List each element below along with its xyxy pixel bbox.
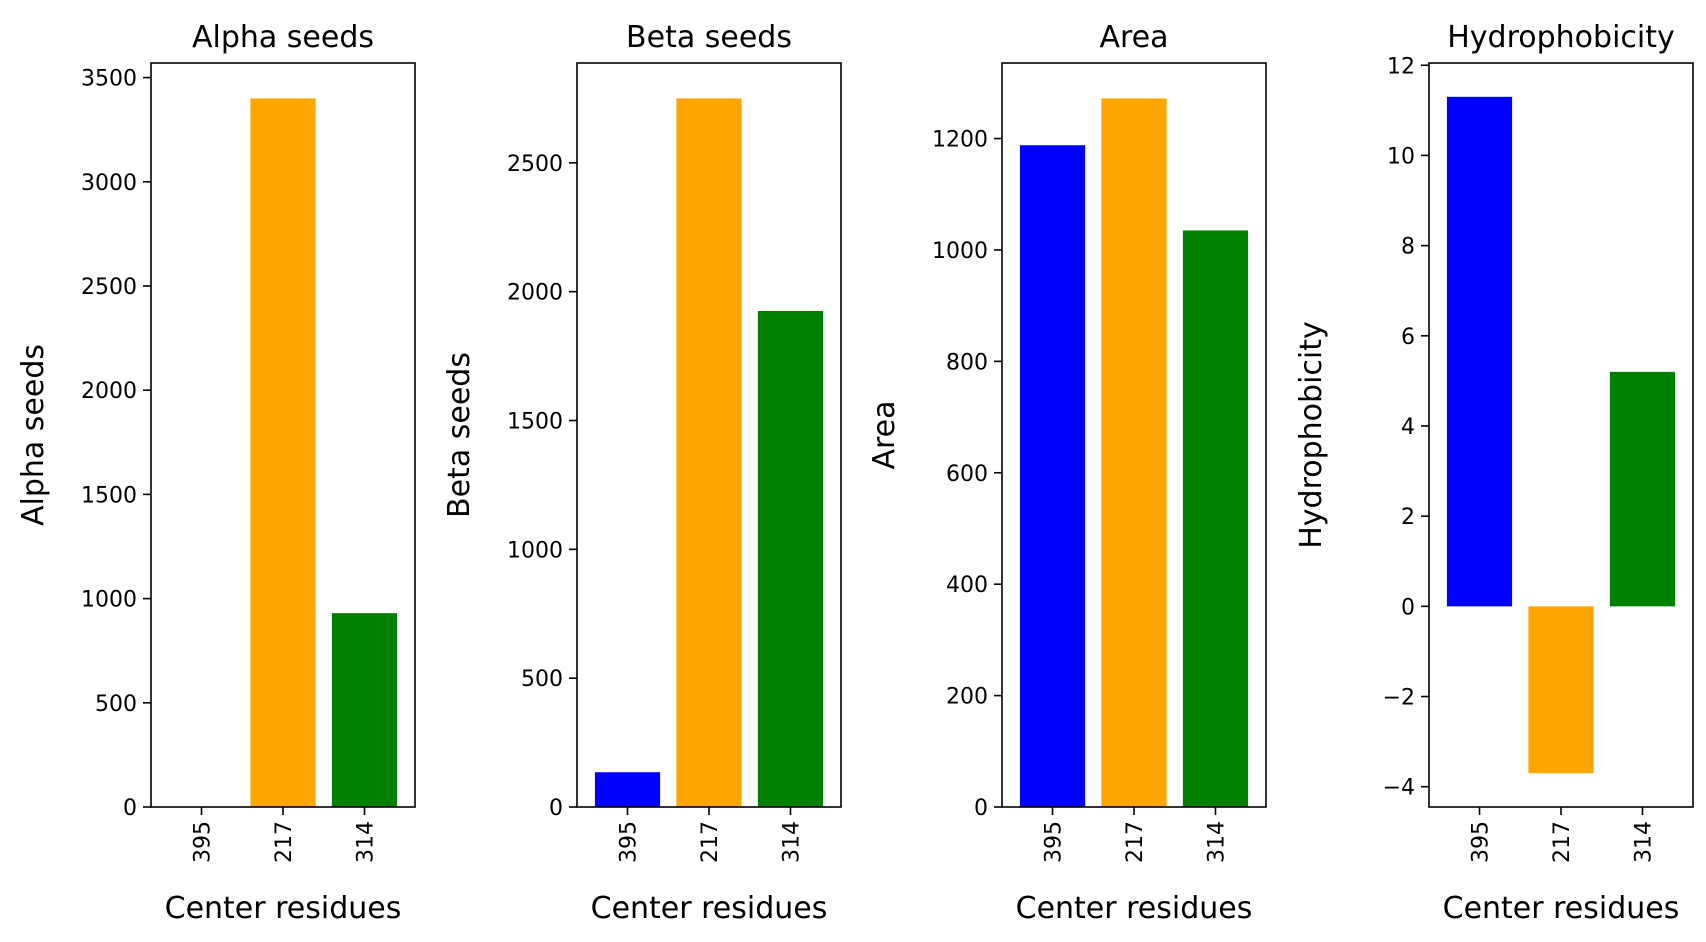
y-tick-label: 2000 [81,379,137,404]
y-tick-label: 1000 [507,538,563,563]
bar-314 [1609,371,1676,607]
y-tick-label: 0 [123,796,137,821]
x-tick-label: 395 [1469,821,1494,863]
x-tick-label: 314 [779,821,804,863]
y-tick-label: 6 [1401,325,1415,350]
y-tick-label: 2 [1401,505,1415,530]
chart-panel-4: −4 −2 0 2 4 6 8 10 12 395 217 314 Hydrophobicity Cent… [1294,20,1694,926]
x-tick-label: 395 [1042,821,1067,863]
y-axis-label: Beta seeds [442,352,477,518]
y-tick-label: 0 [549,796,563,821]
y-tick-label: −4 [1383,776,1415,801]
y-tick-label: 1500 [81,483,137,508]
bar-395 [594,772,661,807]
y-tick-label: 12 [1387,54,1415,79]
y-axis-label: Alpha seeds [16,344,51,526]
y-tick-label: 3500 [81,67,137,92]
y-tick-label: 0 [1401,595,1415,620]
y-axis-label: Hydrophobicity [1294,321,1329,549]
y-axis-label: Area [867,400,902,469]
bar-314 [331,613,398,807]
y-tick-label: 400 [946,573,988,598]
bar-217 [1528,606,1594,774]
y-tick-label: 1000 [81,588,137,613]
x-axis-label: Center residues [1016,891,1253,926]
bar-217 [676,98,742,807]
y-tick-label: 8 [1401,235,1415,260]
chart-title: Area [1099,20,1168,55]
chart-title: Beta seeds [626,20,792,55]
x-axis-label: Center residues [1443,891,1680,926]
y-tick-label: 800 [946,350,988,375]
y-tick-label: 1200 [932,128,988,153]
x-tick-label: 395 [617,821,642,863]
chart-title: Alpha seeds [192,20,374,55]
chart-title: Hydrophobicity [1447,20,1675,55]
y-tick-label: 2000 [507,281,563,306]
y-tick-label: 1500 [507,410,563,435]
x-tick-label: 217 [1123,821,1148,863]
y-tick-label: 0 [974,796,988,821]
x-tick-label: 217 [698,821,723,863]
x-tick-label: 314 [353,821,378,863]
bar-314 [1182,230,1249,807]
y-tick-label: 500 [95,692,137,717]
y-tick-label: −2 [1383,686,1415,711]
x-tick-label: 395 [191,821,216,863]
x-tick-label: 217 [272,821,297,863]
y-tick-label: 3000 [81,171,137,196]
y-tick-label: 600 [946,462,988,487]
y-tick-label: 2500 [507,152,563,177]
y-tick-label: 1000 [932,239,988,264]
x-tick-label: 314 [1631,821,1656,863]
y-tick-label: 4 [1401,415,1415,440]
y-tick-label: 200 [946,685,988,710]
chart-panel-1: 0 500 1000 1500 2000 2500 3000 3500 395 217 314 Alp… [16,20,416,926]
bar-395 [1019,145,1086,808]
chart-panel-2: 0 500 1000 1500 2000 2500 395 217 314 Beta seeds C… [442,20,842,926]
bar-314 [757,311,824,807]
y-tick-label: 10 [1387,144,1415,169]
x-axis-label: Center residues [591,891,828,926]
x-axis-label: Center residues [165,891,402,926]
x-tick-label: 314 [1204,821,1229,863]
y-tick-label: 2500 [81,275,137,300]
bar-217 [250,98,316,807]
bar-217 [1101,98,1167,807]
bar-395 [1446,96,1513,607]
chart-panel-3: 0 200 400 600 800 1000 1200 395 217 314 Area Center… [867,20,1267,926]
y-tick-label: 500 [521,667,563,692]
x-tick-label: 217 [1550,821,1575,863]
